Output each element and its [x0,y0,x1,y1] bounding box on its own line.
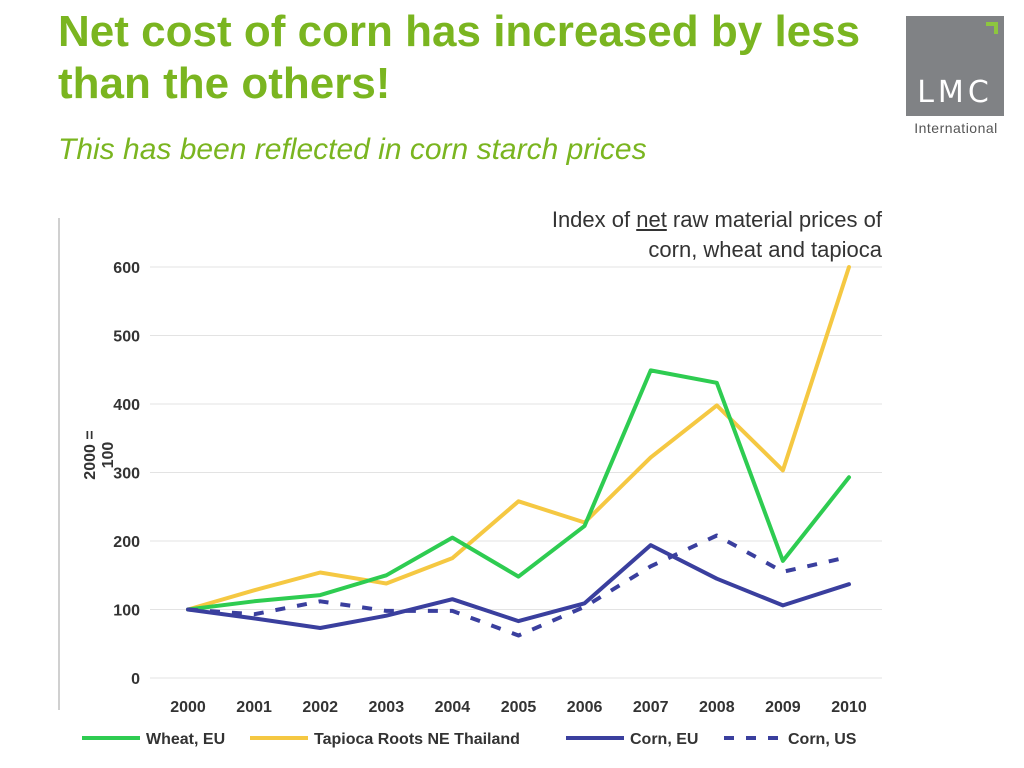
x-tick-label: 2004 [435,699,471,716]
x-tick-label: 2009 [765,699,801,716]
x-tick-label: 2005 [501,699,537,716]
legend-label: Corn, US [788,731,857,748]
y-tick-label: 500 [113,329,140,346]
chart-heading-line1: Index of net raw material prices of [400,205,882,235]
logo-subtext: International [914,120,998,136]
heading-pre: Index of [551,207,637,232]
y-tick-label: 100 [113,603,140,620]
logo-corner-mark [986,22,998,34]
x-tick-label: 2010 [831,699,867,716]
x-tick-label: 2002 [302,699,338,716]
x-tick-label: 2003 [369,699,405,716]
x-tick-label: 2006 [567,699,603,716]
slide-title: Net cost of corn has increased by less t… [58,7,861,108]
left-divider [58,218,60,710]
y-axis-title: 2000 = 100 [82,430,117,480]
y-tick-label: 300 [113,466,140,483]
x-tick-label: 2000 [170,699,206,716]
series-line-tapioca-roots-ne-thailand [186,265,851,612]
x-tick-label: 2007 [633,699,669,716]
logo-text: LMC [917,75,993,110]
legend-label: Tapioca Roots NE Thailand [314,731,520,748]
y-tick-label: 400 [113,397,140,414]
lmc-logo: LMC [906,16,1004,116]
x-tick-label: 2001 [236,699,272,716]
legend-label: Corn, EU [630,731,698,748]
heading-underlined: net [636,207,667,232]
heading-post: raw material prices of [666,207,882,232]
y-tick-label: 600 [113,260,140,277]
legend-label: Wheat, EU [146,731,225,748]
series-line-corn-us [187,533,850,638]
chart-heading-line2: corn, wheat and tapioca [648,237,882,262]
slide-subtitle: This has been reflected in corn starch p… [58,133,647,166]
series-line-wheat-eu [186,368,851,612]
series-line-corn-eu [186,543,851,630]
y-tick-label: 200 [113,534,140,551]
x-tick-label: 2008 [699,699,735,716]
y-tick-label: 0 [131,671,140,688]
chart-heading: Index of net raw material prices of corn… [400,205,882,265]
